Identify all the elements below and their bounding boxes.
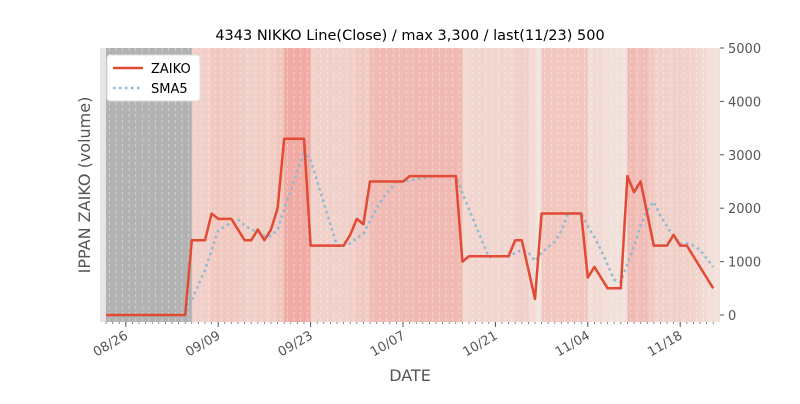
day-band <box>271 48 278 322</box>
day-band <box>231 48 238 322</box>
day-band <box>568 48 575 322</box>
day-band <box>482 48 489 322</box>
day-band <box>317 48 324 322</box>
day-band <box>548 48 555 322</box>
day-band <box>245 48 252 322</box>
y-tick-label: 1000 <box>728 256 761 271</box>
day-band <box>436 48 443 322</box>
day-band <box>509 48 516 322</box>
day-band <box>311 48 318 322</box>
day-band <box>383 48 390 322</box>
day-band <box>469 48 476 322</box>
x-axis-label: DATE <box>389 366 431 385</box>
x-tick-label: 09/23 <box>276 328 316 360</box>
day-band <box>403 48 410 322</box>
day-band <box>449 48 456 322</box>
day-band <box>489 48 496 322</box>
day-band <box>674 48 681 322</box>
day-band <box>502 48 509 322</box>
day-band <box>258 48 265 322</box>
day-band <box>344 48 351 322</box>
x-tick-label: 11/18 <box>645 328 685 360</box>
day-band <box>377 48 384 322</box>
day-band <box>423 48 430 322</box>
y-tick-label: 2000 <box>728 202 761 217</box>
y-tick-label: 4000 <box>728 95 761 110</box>
day-band <box>660 48 667 322</box>
day-band <box>713 48 720 322</box>
legend-zaiko-label: ZAIKO <box>151 62 191 77</box>
day-band <box>390 48 397 322</box>
x-tick-label: 11/04 <box>553 328 593 360</box>
day-band <box>330 48 337 322</box>
day-band <box>297 48 304 322</box>
day-band <box>588 48 595 322</box>
day-band <box>555 48 562 322</box>
legend: ZAIKO SMA5 <box>107 55 200 101</box>
day-band <box>647 48 654 322</box>
day-band <box>429 48 436 322</box>
legend-sma5-label: SMA5 <box>151 82 188 97</box>
day-band <box>667 48 674 322</box>
day-band <box>522 48 529 322</box>
day-band <box>495 48 502 322</box>
y-axis-label: IPPAN ZAIKO (volume) <box>75 97 94 274</box>
day-band <box>462 48 469 322</box>
day-band <box>561 48 568 322</box>
day-band <box>225 48 232 322</box>
day-band <box>542 48 549 322</box>
x-tick-label: 08/26 <box>91 328 131 360</box>
day-band <box>581 48 588 322</box>
day-band <box>370 48 377 322</box>
day-band <box>337 48 344 322</box>
day-band <box>575 48 582 322</box>
x-tick-label: 10/07 <box>368 328 408 360</box>
y-tick-label: 5000 <box>728 42 761 57</box>
day-band <box>324 48 331 322</box>
day-band <box>594 48 601 322</box>
y-tick-label: 0 <box>728 309 736 324</box>
x-tick-label: 10/21 <box>460 328 500 360</box>
day-band <box>687 48 694 322</box>
day-band <box>264 48 271 322</box>
day-band <box>205 48 212 322</box>
day-band <box>350 48 357 322</box>
day-band <box>443 48 450 322</box>
x-tick-label: 09/09 <box>183 328 223 360</box>
day-band <box>608 48 615 322</box>
day-band <box>357 48 364 322</box>
day-band <box>284 48 291 322</box>
day-band <box>654 48 661 322</box>
day-band <box>515 48 522 322</box>
day-band <box>693 48 700 322</box>
day-band <box>251 48 258 322</box>
day-band <box>476 48 483 322</box>
day-band <box>396 48 403 322</box>
day-band <box>410 48 417 322</box>
day-band <box>218 48 225 322</box>
day-band <box>212 48 219 322</box>
y-tick-label: 3000 <box>728 149 761 164</box>
day-band <box>680 48 687 322</box>
day-band <box>291 48 298 322</box>
chart-title: 4343 NIKKO Line(Close) / max 3,300 / las… <box>215 28 604 44</box>
day-band <box>238 48 245 322</box>
day-band <box>416 48 423 322</box>
day-band <box>700 48 707 322</box>
